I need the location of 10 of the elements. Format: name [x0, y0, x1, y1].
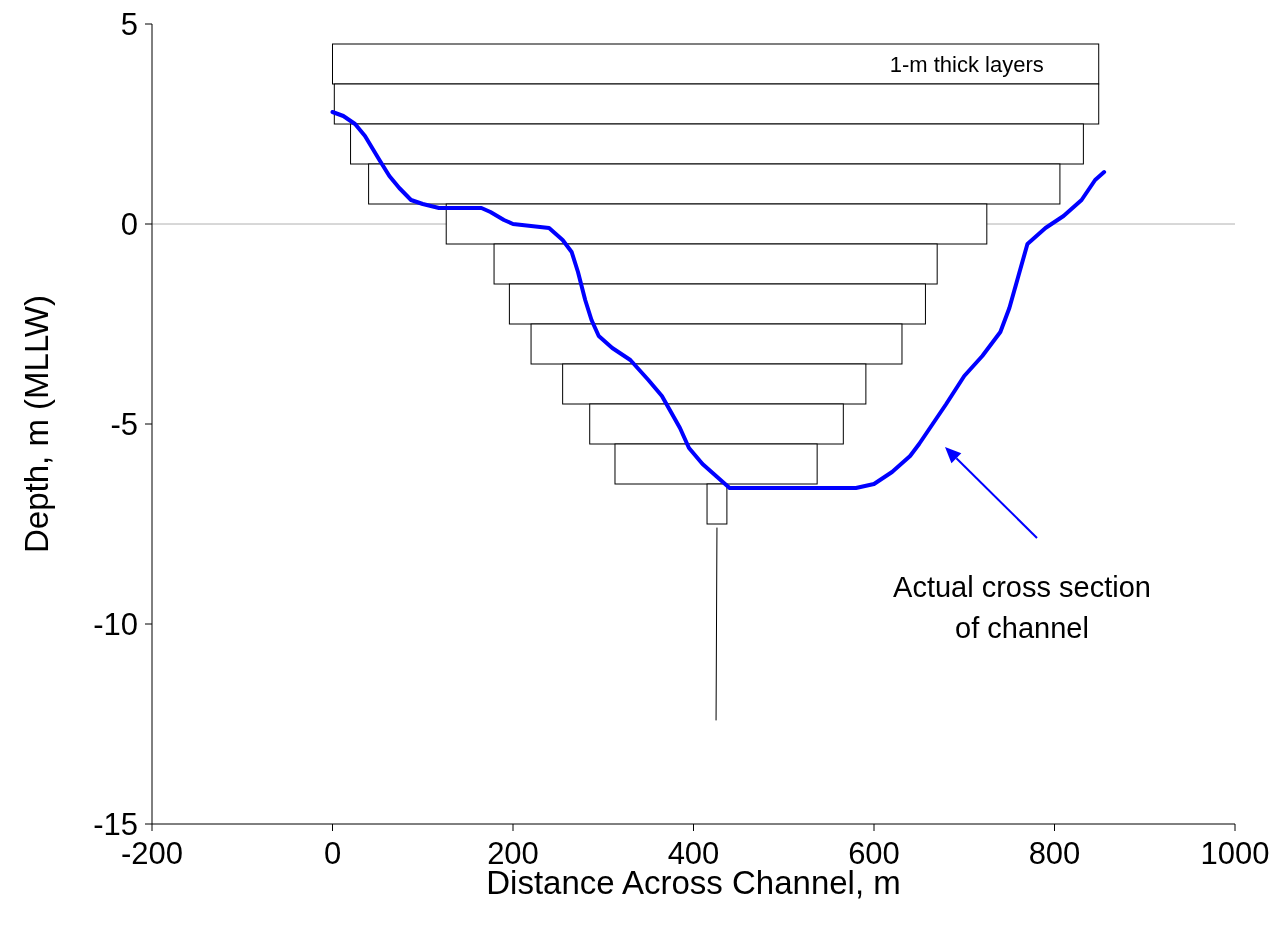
- annotation: 1-m thick layers: [889, 52, 1044, 77]
- y-tick-label: -5: [110, 407, 138, 442]
- x-tick-label: 1000: [1200, 836, 1270, 871]
- y-tick-label: 5: [120, 7, 138, 42]
- annotation: Actual cross section of channel: [893, 571, 1151, 644]
- x-tick-label: 0: [323, 836, 342, 871]
- y-tick-label: -10: [93, 607, 138, 642]
- y-axis-title: Depth, m (MLLW): [18, 295, 55, 553]
- y-tick-label: 0: [120, 207, 138, 242]
- x-tick-label: 800: [1028, 836, 1081, 871]
